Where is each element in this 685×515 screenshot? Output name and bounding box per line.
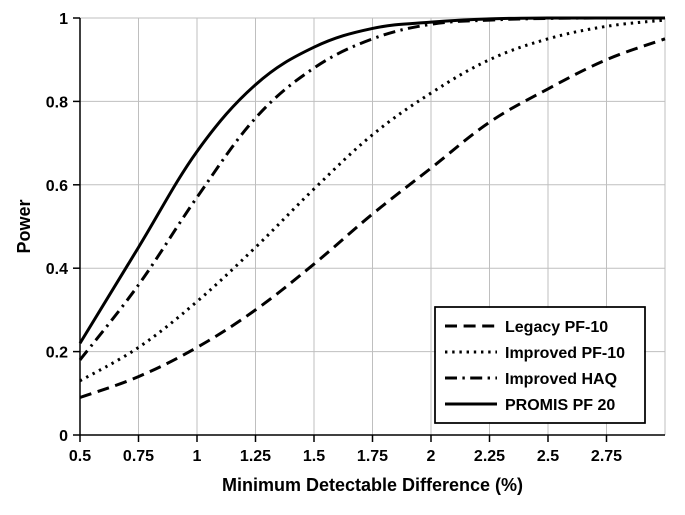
x-tick-label: 1.75 [357, 448, 388, 465]
y-axis-label: Power [14, 199, 34, 253]
chart-container: 0.5 0.75 1 1.25 1.5 1.75 2 2.25 2.5 2.75 0 0.2 0.4 0.… [0, 0, 685, 515]
x-tick-label: 1 [193, 448, 202, 465]
legend-label: Legacy PF-10 [505, 319, 608, 336]
x-axis-label: Minimum Detectable Difference (%) [222, 475, 523, 495]
y-tick-label: 0.4 [46, 261, 68, 278]
x-tick-label: 1.25 [240, 448, 271, 465]
y-tick-label: 0 [59, 428, 68, 445]
x-tick-label: 2.75 [591, 448, 622, 465]
x-tick-label: 0.75 [123, 448, 154, 465]
x-tick-label: 1.5 [303, 448, 325, 465]
x-tick-label: 2.5 [537, 448, 559, 465]
y-tick-label: 0.6 [46, 178, 68, 195]
x-tick-label: 2 [427, 448, 436, 465]
y-tick-label: 0.2 [46, 345, 68, 362]
legend-label: Improved PF-10 [505, 345, 625, 362]
y-tick-label: 0.8 [46, 94, 68, 111]
x-tick-label: 0.5 [69, 448, 91, 465]
power-chart: 0.5 0.75 1 1.25 1.5 1.75 2 2.25 2.5 2.75 0 0.2 0.4 0.… [0, 0, 685, 515]
legend-label: PROMIS PF 20 [505, 397, 615, 414]
y-tick-label: 1 [59, 11, 68, 28]
legend-label: Improved HAQ [505, 371, 617, 388]
x-tick-label: 2.25 [474, 448, 505, 465]
